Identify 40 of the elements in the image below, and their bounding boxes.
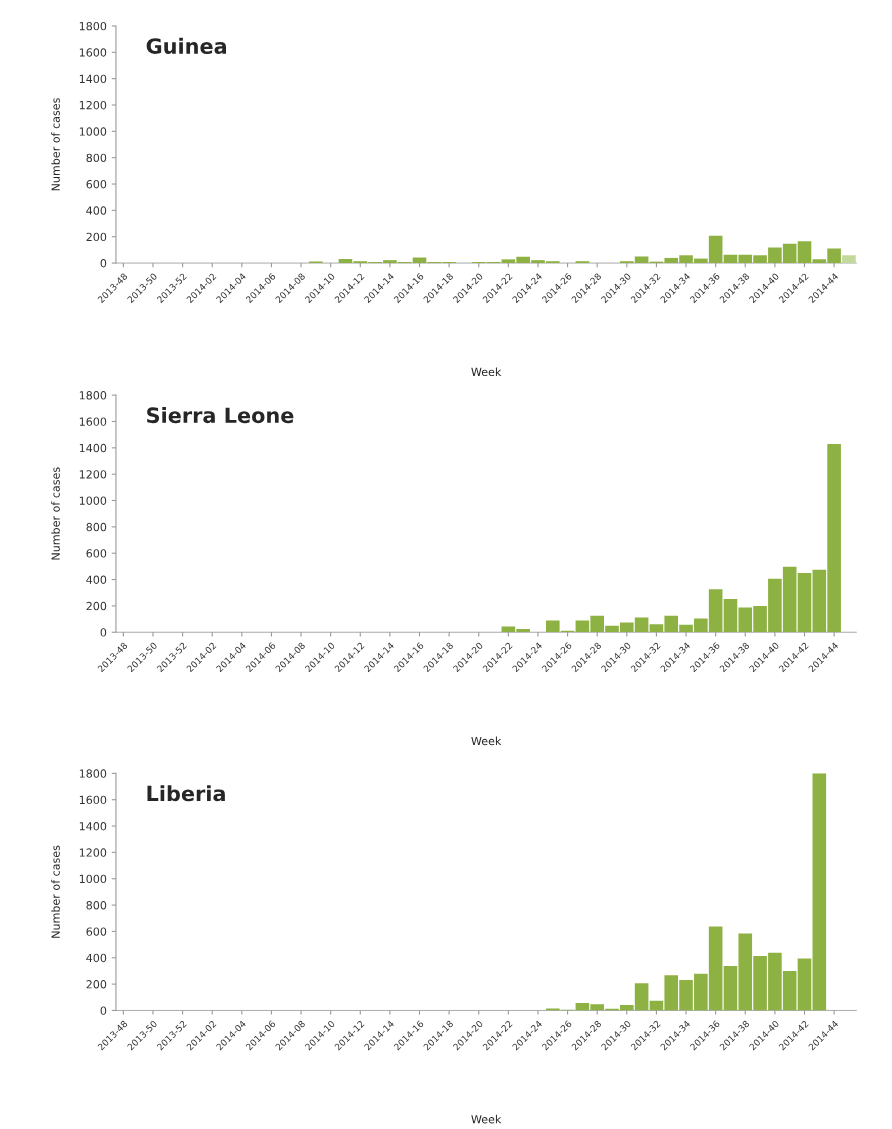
y-tick-label: 800 bbox=[86, 522, 107, 532]
y-tick-label: 1000 bbox=[79, 874, 107, 884]
y-tick-label: 1600 bbox=[79, 48, 107, 57]
y-tick-label: 600 bbox=[86, 180, 107, 189]
y-tick-label: 1800 bbox=[79, 769, 107, 778]
y-tick-label: 1800 bbox=[79, 21, 107, 31]
y-tick-label: 1200 bbox=[79, 848, 107, 857]
y-tick-label: 1600 bbox=[79, 417, 107, 426]
y-axis-title: Number of cases bbox=[51, 98, 60, 191]
y-tick-label: 200 bbox=[86, 232, 107, 242]
x-axis-title: Week bbox=[471, 736, 502, 746]
y-tick-label: 0 bbox=[100, 628, 107, 637]
y-tick-label: 400 bbox=[86, 953, 107, 963]
y-tick-label: 1200 bbox=[79, 100, 107, 110]
y-tick-label: 400 bbox=[86, 575, 107, 584]
bar bbox=[842, 255, 856, 264]
y-tick-label: 1200 bbox=[79, 470, 107, 479]
x-axis-title: Week bbox=[471, 1114, 502, 1124]
y-tick-label: 200 bbox=[86, 980, 107, 989]
y-tick-label: 0 bbox=[100, 259, 107, 268]
y-tick-label: 1000 bbox=[79, 127, 107, 136]
chart-title: Liberia bbox=[147, 785, 225, 802]
y-tick-label: 600 bbox=[86, 927, 107, 936]
y-tick-label: 200 bbox=[86, 601, 107, 611]
y-tick-label: 0 bbox=[100, 1006, 107, 1015]
y-tick-label: 400 bbox=[86, 206, 107, 215]
y-tick-label: 1800 bbox=[79, 391, 107, 400]
y-tick-label: 1000 bbox=[79, 496, 107, 505]
y-tick-label: 1400 bbox=[79, 822, 107, 831]
y-tick-label: 1400 bbox=[79, 74, 107, 84]
y-tick-label: 800 bbox=[86, 153, 107, 163]
y-tick-label: 1400 bbox=[79, 443, 107, 453]
y-tick-label: 800 bbox=[86, 901, 107, 910]
y-tick-label: 1600 bbox=[79, 795, 107, 805]
y-axis-title: Number of cases bbox=[51, 845, 60, 938]
y-axis-title: Number of cases bbox=[51, 467, 60, 560]
chart-title: Guinea bbox=[146, 37, 227, 54]
chart-title: Sierra Leone bbox=[147, 407, 294, 424]
x-axis-title: Week bbox=[471, 367, 502, 377]
y-tick-label: 600 bbox=[86, 549, 107, 558]
